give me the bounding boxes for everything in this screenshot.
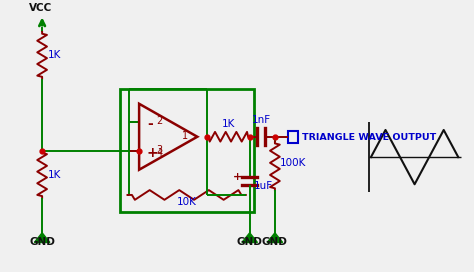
Text: 2: 2 xyxy=(156,116,163,126)
Text: GND: GND xyxy=(29,237,55,248)
Text: -: - xyxy=(147,117,153,131)
Text: +: + xyxy=(233,172,243,181)
Text: 10K: 10K xyxy=(177,197,197,207)
Text: GND: GND xyxy=(262,237,288,248)
Text: +: + xyxy=(147,146,158,160)
Text: 1: 1 xyxy=(182,131,188,141)
Text: 4: 4 xyxy=(156,148,163,158)
Text: TRIANGLE WAVE OUTPUT: TRIANGLE WAVE OUTPUT xyxy=(302,133,437,142)
Polygon shape xyxy=(34,233,50,242)
Bar xyxy=(120,89,254,212)
Text: GND: GND xyxy=(237,237,263,248)
Polygon shape xyxy=(242,233,257,242)
Text: 1uF: 1uF xyxy=(254,181,273,191)
Text: 3: 3 xyxy=(156,145,163,155)
Text: 1K: 1K xyxy=(48,169,61,180)
Bar xyxy=(289,131,298,143)
Polygon shape xyxy=(267,233,283,242)
Text: 1K: 1K xyxy=(48,50,61,60)
Text: 100K: 100K xyxy=(280,158,306,168)
Text: 1nF: 1nF xyxy=(252,115,271,125)
Text: VCC: VCC xyxy=(28,3,52,13)
Text: 1K: 1K xyxy=(222,119,235,129)
